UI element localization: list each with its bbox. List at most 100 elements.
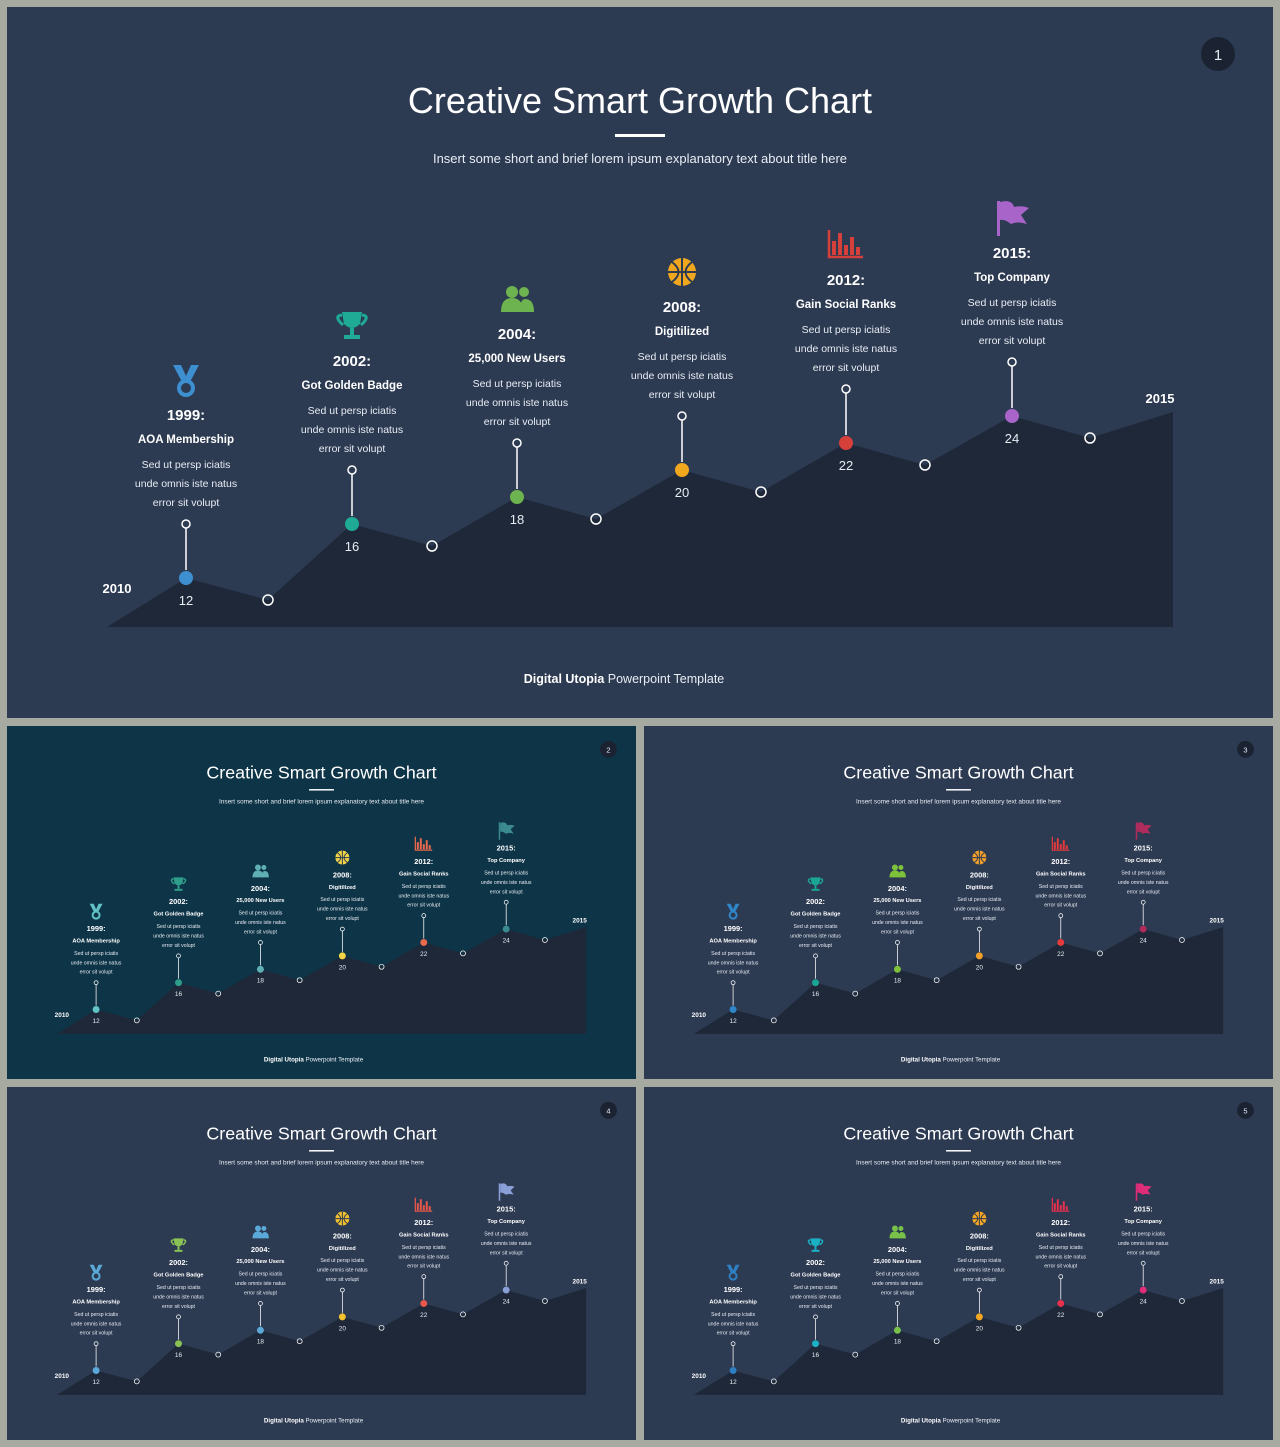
milestone-description: error sit volupt <box>963 916 997 922</box>
valley-marker <box>426 540 438 552</box>
milestone-description: unde omnis iste natus <box>708 960 759 966</box>
basketball-icon <box>668 258 696 286</box>
milestone-description: error sit volupt <box>244 930 278 936</box>
milestone-pin-head <box>339 926 345 932</box>
milestone-pin-head <box>347 465 357 475</box>
milestone-pin-head <box>1007 357 1017 367</box>
milestone-description: error sit volupt <box>80 970 114 976</box>
page-number: 5 <box>1243 1106 1247 1115</box>
milestone-name: Gain Social Ranks <box>1036 871 1086 877</box>
milestone-description: Sed ut persp iciatis <box>794 924 838 930</box>
milestone-description: unde omnis iste natus <box>235 1281 286 1287</box>
milestone-point <box>92 1006 100 1013</box>
milestone-name: Digitilized <box>329 1246 356 1252</box>
milestone-value: 16 <box>175 991 183 998</box>
milestone-description: Sed ut persp iciatis <box>1121 1231 1165 1237</box>
milestone-point <box>975 1313 983 1321</box>
milestone-description: unde omnis iste natus <box>71 960 122 966</box>
trophy-icon <box>807 1238 824 1252</box>
milestone-year: 2008: <box>333 870 352 879</box>
valley-marker <box>1097 950 1103 957</box>
milestone-description: error sit volupt <box>1044 1264 1078 1270</box>
growth-area <box>56 927 587 1034</box>
milestone-description: unde omnis iste natus <box>301 424 403 436</box>
milestone-year: 2002: <box>806 1258 825 1267</box>
milestone-point <box>729 1006 737 1013</box>
milestone-year: 2015: <box>1134 1205 1153 1214</box>
valley-marker <box>1084 432 1096 444</box>
slide-subtitle: Insert some short and brief lorem ipsum … <box>856 798 1061 805</box>
milestone-description: error sit volupt <box>649 389 716 401</box>
milestone-pin-head <box>258 1301 263 1306</box>
milestone-point <box>420 938 428 946</box>
slide-thumbnail-3[interactable]: 3 Creative Smart Growth Chart Insert some … <box>644 726 1273 1079</box>
milestone-description: unde omnis iste natus <box>708 1321 759 1327</box>
slide-thumbnail-5[interactable]: 5 Creative Smart Growth Chart Insert some … <box>644 1087 1273 1440</box>
page-number-badge <box>600 740 617 758</box>
title-divider <box>309 1150 334 1152</box>
slide-footer: Digital Utopia Powerpoint Template <box>524 672 725 686</box>
milestone: 16 Sed ut persp iciatis unde omnis iste na… <box>790 877 859 998</box>
axis-start-label: 2010 <box>55 1373 70 1380</box>
milestone-point <box>729 1367 737 1374</box>
milestone-value: 24 <box>1140 1298 1148 1305</box>
slide-title: Creative Smart Growth Chart <box>408 80 872 121</box>
milestone-value: 16 <box>812 1352 820 1359</box>
users-icon <box>252 864 269 878</box>
milestone-description: error sit volupt <box>799 943 833 949</box>
milestone-description: Sed ut persp iciatis <box>238 1272 282 1278</box>
valley-marker <box>460 950 466 957</box>
milestone: 18 Sed ut persp iciatis unde omnis iste na… <box>235 1225 303 1346</box>
milestone-description: Sed ut persp iciatis <box>875 1272 919 1278</box>
bar-chart-icon <box>414 836 433 851</box>
milestone-description: Sed ut persp iciatis <box>802 324 891 336</box>
milestone-value: 20 <box>976 964 984 971</box>
milestone-description: unde omnis iste natus <box>481 880 532 886</box>
milestone-description: Sed ut persp iciatis <box>968 297 1057 309</box>
milestone-point <box>510 490 524 504</box>
milestone-description: unde omnis iste natus <box>631 370 733 382</box>
milestone: 24 Sed ut persp iciatis unde omnis iste na… <box>1118 822 1185 944</box>
axis-start-label: 2010 <box>103 581 132 596</box>
medal-icon <box>726 1264 740 1281</box>
milestone-description: unde omnis iste natus <box>317 907 368 913</box>
milestone-point <box>338 1313 346 1321</box>
milestone-description: error sit volupt <box>162 943 196 949</box>
page-number: 1 <box>1214 47 1222 64</box>
valley-marker <box>378 963 385 970</box>
milestone: 16 Sed ut persp iciatis unde omnis iste na… <box>153 1238 222 1359</box>
milestone: 22 Sed ut persp iciatis unde omnis iste na… <box>398 1197 466 1319</box>
slide-thumbnail-2[interactable]: 2 Creative Smart Growth Chart Insert some … <box>7 726 636 1079</box>
milestone-description: error sit volupt <box>153 497 220 509</box>
milestone-description: Sed ut persp iciatis <box>142 459 231 471</box>
slide-footer: Digital Utopia Powerpoint Template <box>901 1057 1001 1064</box>
trophy-icon <box>170 877 187 891</box>
milestone-value: 16 <box>345 539 359 554</box>
milestone-pin-head <box>1140 1260 1146 1266</box>
milestone-description: Sed ut persp iciatis <box>484 870 528 876</box>
milestone-value: 22 <box>1057 951 1065 958</box>
milestone-description: error sit volupt <box>717 970 751 976</box>
slide-thumbnail-4[interactable]: 4 Creative Smart Growth Chart Insert some … <box>7 1087 636 1440</box>
milestone-name: Top Company <box>974 272 1050 284</box>
bar-chart-icon <box>414 1197 433 1212</box>
milestone: 16 Sed ut persp iciatis unde omnis iste na… <box>301 312 438 554</box>
milestone-description: unde omnis iste natus <box>790 934 841 940</box>
milestone-name: Got Golden Badge <box>791 912 841 918</box>
footer-text: Powerpoint Template <box>304 1418 364 1425</box>
milestone-year: 2012: <box>414 857 433 866</box>
milestone-name: 25,000 New Users <box>468 353 565 365</box>
milestone-description: unde omnis iste natus <box>954 1268 1005 1274</box>
footer-brand: Digital Utopia <box>264 1418 304 1425</box>
milestone-year: 1999: <box>167 407 205 424</box>
milestone-year: 1999: <box>87 924 106 933</box>
valley-marker <box>460 1311 466 1318</box>
flag-icon <box>1135 822 1152 840</box>
milestone-year: 2008: <box>970 1231 989 1240</box>
flag-icon <box>1135 1183 1152 1201</box>
footer-text: Powerpoint Template <box>304 1057 364 1064</box>
slide-main[interactable]: 1 Creative Smart Growth Chart Insert some … <box>7 7 1273 718</box>
growth-area <box>693 927 1224 1034</box>
milestone-description: unde omnis iste natus <box>1118 1241 1169 1247</box>
milestone-year: 2015: <box>1134 844 1153 853</box>
